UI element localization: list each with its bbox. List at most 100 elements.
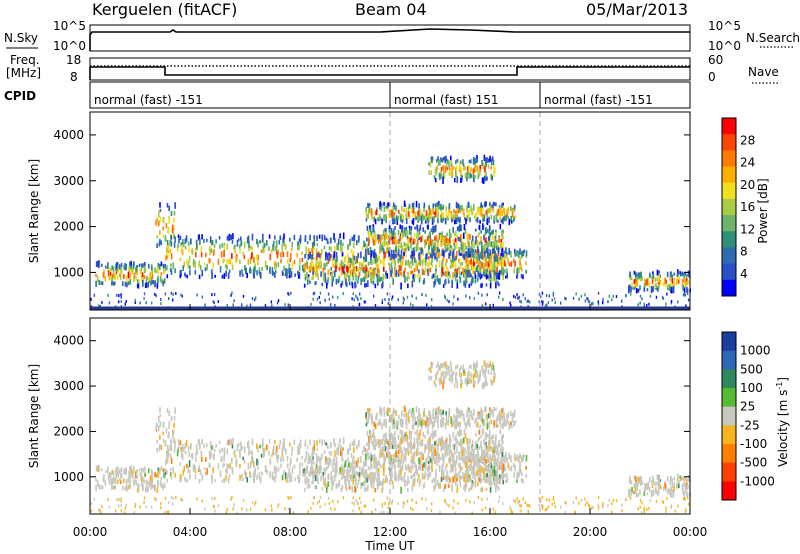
power-echo-cell xyxy=(481,293,483,297)
power-echo-cell xyxy=(154,267,156,273)
power-echo-cell xyxy=(211,272,213,280)
velocity-echo-cell xyxy=(373,453,376,458)
velocity-echo-cell xyxy=(213,448,216,453)
power-echo-cell xyxy=(311,247,313,253)
power-echo-cell xyxy=(433,175,436,180)
power-echo-cell xyxy=(199,264,202,271)
power-echo-cell xyxy=(402,255,405,260)
velocity-echo-cell xyxy=(119,477,121,482)
velocity-echo-cell xyxy=(117,471,120,478)
power-echo-cell xyxy=(459,206,462,214)
power-echo-cell xyxy=(405,207,408,212)
power-echo-cell xyxy=(630,276,633,281)
velocity-echo-cell xyxy=(471,445,474,453)
power-echo-cell xyxy=(97,263,99,268)
velocity-echo-cell xyxy=(455,460,457,465)
velocity-echo-cell xyxy=(432,430,434,438)
velocity-echo-cell xyxy=(480,457,482,464)
power-echo-cell xyxy=(459,265,462,269)
velocity-echo-cell xyxy=(513,409,516,415)
velocity-echo-cell xyxy=(422,453,424,461)
velocity-echo-cell xyxy=(465,423,467,430)
velocity-echo-cell xyxy=(498,412,500,417)
power-echo-cell xyxy=(410,206,413,213)
velocity-echo-cell xyxy=(488,413,490,419)
power-echo-cell xyxy=(223,245,226,252)
velocity-echo-cell xyxy=(488,429,491,436)
power-echo-cell xyxy=(393,228,395,236)
power-echo-cell xyxy=(457,297,459,301)
velocity-echo-cell xyxy=(289,462,292,467)
velocity-echo-cell xyxy=(434,457,436,464)
velocity-echo-cell xyxy=(306,476,308,484)
velocity-echo-cell xyxy=(472,473,475,479)
velocity-echo-cell xyxy=(458,452,460,457)
power-echo-cell xyxy=(333,251,336,258)
power-echo-cell xyxy=(242,273,244,277)
power-echo-cell xyxy=(139,268,142,272)
power-echo-cell xyxy=(368,206,371,213)
power-echo-cell xyxy=(497,248,500,254)
power-echo-cell xyxy=(406,236,409,240)
velocity-echo-cell xyxy=(268,439,271,444)
power-echo-cell xyxy=(217,300,220,304)
power-echo-cell xyxy=(454,259,456,264)
velocity-echo-cell xyxy=(135,469,138,476)
velocity-echo-cell xyxy=(371,418,373,425)
power-echo-cell xyxy=(496,210,499,216)
velocity-echo-cell xyxy=(459,428,461,436)
power-echo-cell xyxy=(502,202,504,206)
velocity-echo-cell xyxy=(151,477,154,484)
power-echo-cell xyxy=(453,295,455,299)
velocity-echo-cell xyxy=(110,478,113,483)
velocity-echo-cell xyxy=(405,416,408,423)
velocity-echo-cell xyxy=(463,428,466,436)
power-echo-cell xyxy=(489,283,492,289)
velocity-echo-cell xyxy=(314,475,317,482)
velocity-echo-cell xyxy=(411,408,414,413)
velocity-echo-cell xyxy=(437,421,439,429)
power-echo-cell xyxy=(364,283,366,288)
power-echo-cell xyxy=(496,267,498,273)
power-echo-cell xyxy=(121,281,124,287)
power-echo-cell xyxy=(185,235,188,242)
power-echo-cell xyxy=(96,275,99,283)
power-echo-cell xyxy=(484,263,486,269)
power-echo-cell xyxy=(417,233,420,237)
power-echo-cell xyxy=(383,206,386,212)
velocity-echo-cell xyxy=(187,466,190,473)
power-echo-cell xyxy=(592,301,594,305)
velocity-echo-cell xyxy=(280,456,282,463)
power-echo-cell xyxy=(399,254,401,262)
power-echo-cell xyxy=(356,267,359,272)
power-echo-cell xyxy=(391,210,393,218)
velocity-echo-cell xyxy=(240,444,242,451)
power-echo-cell xyxy=(608,294,611,298)
power-echo-cell xyxy=(180,293,182,297)
power-echo-cell xyxy=(223,250,225,257)
power-echo-cell xyxy=(162,226,165,231)
power-echo-cell xyxy=(412,218,415,226)
velocity-echo-cell xyxy=(346,474,349,482)
power-echo-cell xyxy=(432,208,434,215)
power-echo-cell xyxy=(350,258,352,264)
power-echo-cell xyxy=(443,250,445,257)
power-echo-cell xyxy=(584,299,587,303)
power-echo-cell xyxy=(220,251,223,258)
velocity-echo-cell xyxy=(418,451,421,456)
power-echo-cell xyxy=(204,267,207,272)
velocity-echo-cell xyxy=(136,487,139,492)
velocity-echo-cell xyxy=(96,479,99,487)
velocity-echo-cell xyxy=(440,446,443,452)
power-echo-cell xyxy=(467,172,469,179)
velocity-echo-cell xyxy=(511,414,514,418)
velocity-echo-cell xyxy=(495,407,497,412)
velocity-echo-cell xyxy=(487,369,490,375)
power-echo-cell xyxy=(413,238,416,245)
velocity-echo-cell xyxy=(286,455,289,462)
velocity-echo-cell xyxy=(488,421,490,429)
velocity-echo-cell xyxy=(190,443,192,449)
power-echo-cell xyxy=(116,275,119,280)
power-echo-cell xyxy=(154,292,156,296)
